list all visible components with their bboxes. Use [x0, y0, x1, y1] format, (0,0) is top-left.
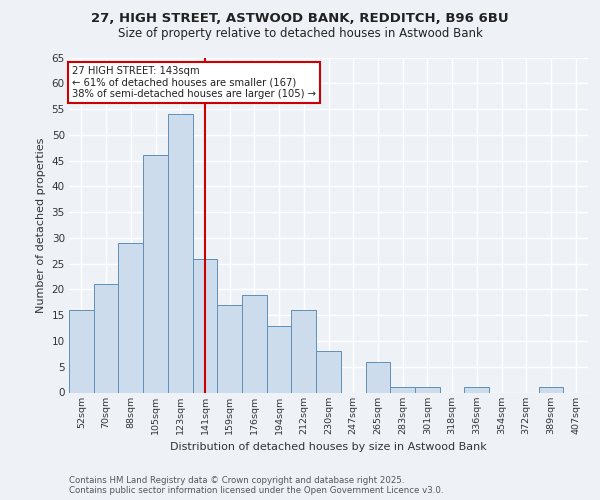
Bar	[217, 305, 242, 392]
Bar	[193, 258, 217, 392]
Bar	[390, 388, 415, 392]
X-axis label: Distribution of detached houses by size in Astwood Bank: Distribution of detached houses by size …	[170, 442, 487, 452]
Bar	[94, 284, 118, 393]
Bar	[415, 388, 440, 392]
Bar	[143, 156, 168, 392]
Text: Size of property relative to detached houses in Astwood Bank: Size of property relative to detached ho…	[118, 28, 482, 40]
Bar	[267, 326, 292, 392]
Text: Contains HM Land Registry data © Crown copyright and database right 2025.
Contai: Contains HM Land Registry data © Crown c…	[69, 476, 443, 495]
Bar	[365, 362, 390, 392]
Bar	[539, 388, 563, 392]
Bar	[242, 294, 267, 392]
Text: 27, HIGH STREET, ASTWOOD BANK, REDDITCH, B96 6BU: 27, HIGH STREET, ASTWOOD BANK, REDDITCH,…	[91, 12, 509, 26]
Bar	[292, 310, 316, 392]
Bar	[464, 388, 489, 392]
Bar	[69, 310, 94, 392]
Bar	[118, 243, 143, 392]
Text: 27 HIGH STREET: 143sqm
← 61% of detached houses are smaller (167)
38% of semi-de: 27 HIGH STREET: 143sqm ← 61% of detached…	[71, 66, 316, 99]
Bar	[316, 352, 341, 393]
Bar	[168, 114, 193, 392]
Y-axis label: Number of detached properties: Number of detached properties	[36, 138, 46, 312]
